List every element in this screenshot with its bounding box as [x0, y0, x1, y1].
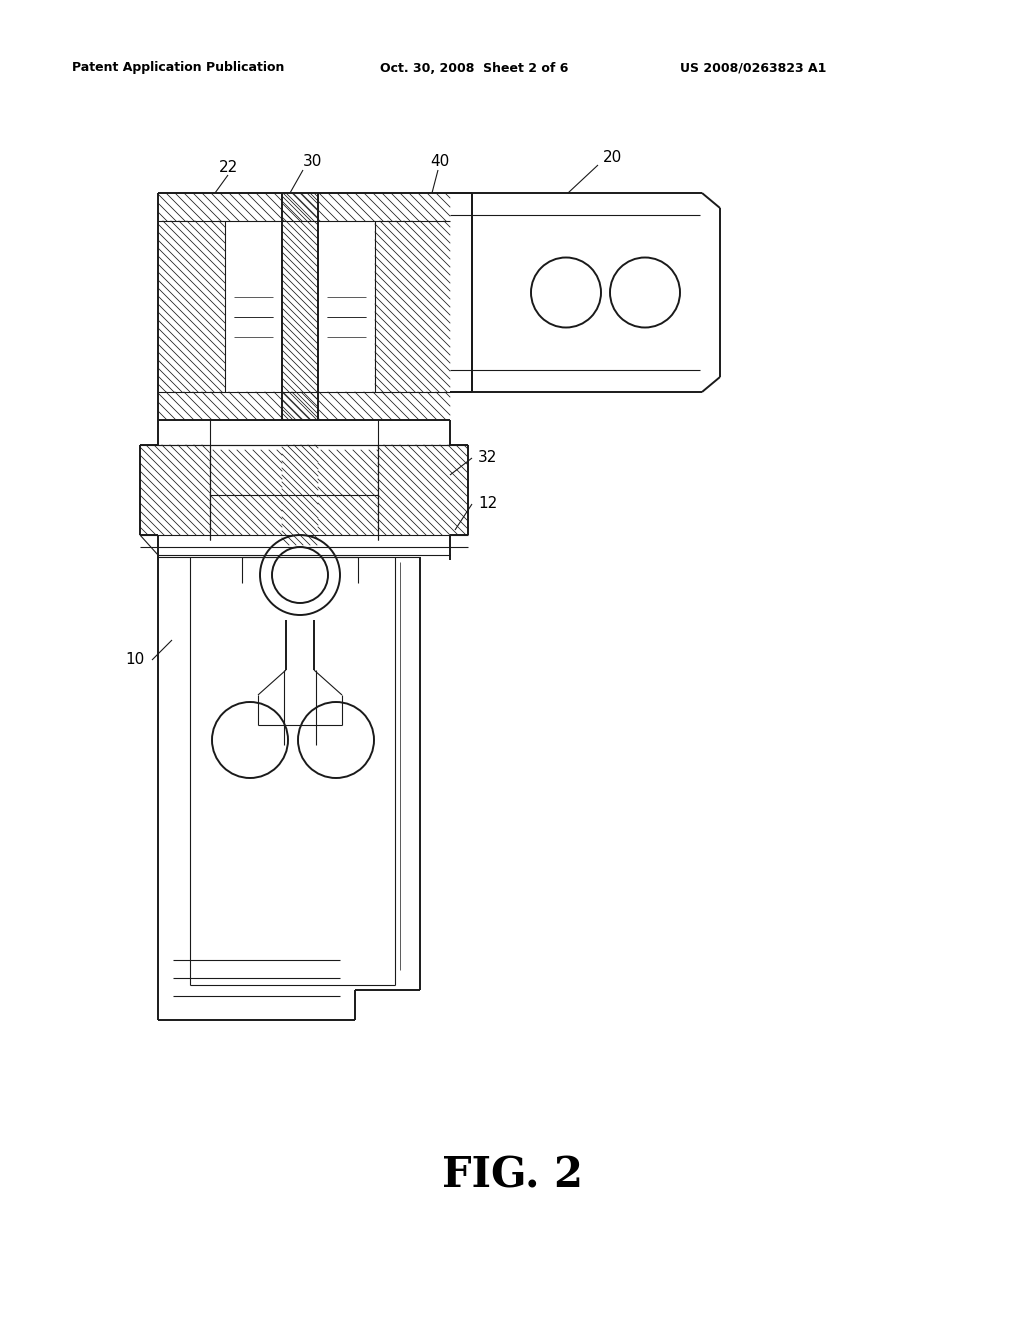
Text: Oct. 30, 2008  Sheet 2 of 6: Oct. 30, 2008 Sheet 2 of 6: [380, 62, 568, 74]
Text: 30: 30: [302, 154, 322, 169]
Text: Patent Application Publication: Patent Application Publication: [72, 62, 285, 74]
Text: 40: 40: [430, 154, 450, 169]
Text: US 2008/0263823 A1: US 2008/0263823 A1: [680, 62, 826, 74]
Text: 32: 32: [478, 450, 498, 466]
Text: 20: 20: [602, 150, 622, 165]
Text: 22: 22: [218, 161, 238, 176]
Text: 12: 12: [478, 496, 498, 511]
Text: FIG. 2: FIG. 2: [441, 1154, 583, 1196]
Text: 10: 10: [126, 652, 145, 668]
